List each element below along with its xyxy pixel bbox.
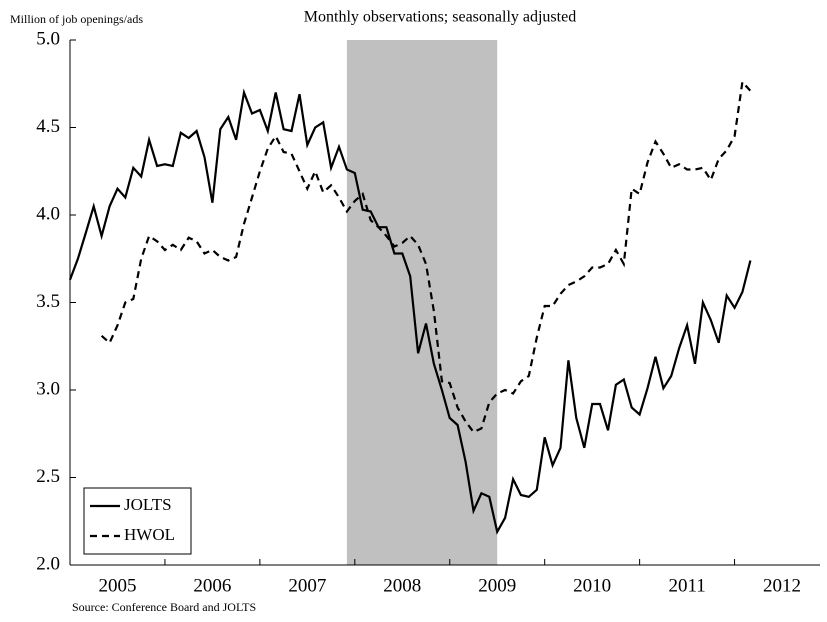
y-axis-label: Million of job openings/ads bbox=[10, 12, 143, 26]
x-tick-label: 2010 bbox=[573, 575, 611, 596]
x-tick-label: 2008 bbox=[383, 575, 421, 596]
y-tick-label: 3.5 bbox=[36, 291, 60, 312]
y-tick-label: 3.0 bbox=[36, 378, 60, 399]
series-line bbox=[68, 88, 752, 535]
legend-label: HWOL bbox=[124, 525, 175, 544]
legend-box bbox=[83, 487, 192, 555]
recession-shading bbox=[346, 40, 498, 565]
source-note: Source: Conference Board and JOLTS bbox=[72, 600, 256, 614]
series-line bbox=[100, 79, 752, 434]
x-tick-label: 2009 bbox=[478, 575, 516, 596]
x-tick-label: 2006 bbox=[193, 575, 231, 596]
legend-label: JOLTS bbox=[124, 495, 172, 514]
y-tick-label: 2.0 bbox=[36, 553, 60, 574]
y-tick-label: 4.0 bbox=[36, 203, 60, 224]
y-tick-label: 5.0 bbox=[36, 28, 60, 49]
x-tick-label: 2011 bbox=[668, 575, 705, 596]
chart-title: Monthly observations; seasonally adjuste… bbox=[304, 9, 576, 26]
x-tick-label: 2005 bbox=[98, 575, 136, 596]
y-tick-label: 2.5 bbox=[36, 466, 60, 487]
x-tick-label: 2007 bbox=[288, 575, 326, 596]
y-tick-label: 4.5 bbox=[36, 116, 60, 137]
x-tick-label: 2012 bbox=[763, 575, 801, 596]
